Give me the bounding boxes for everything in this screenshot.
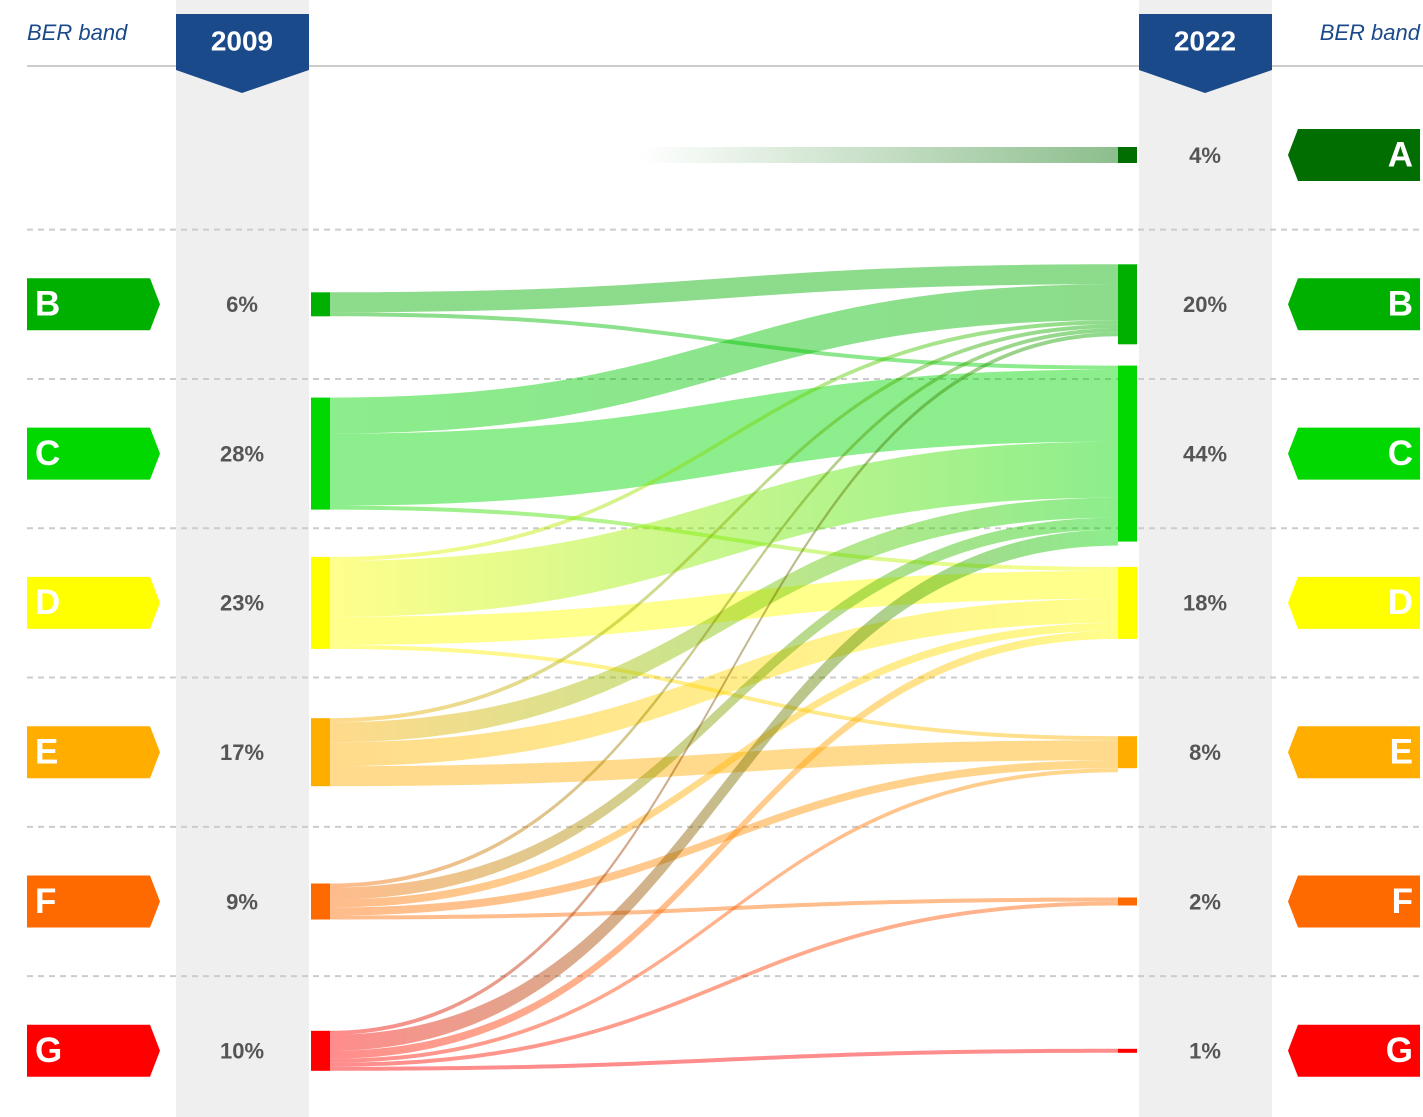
target-band: C (1388, 434, 1413, 473)
flow (330, 497, 1118, 743)
target-band-badge (1288, 726, 1420, 779)
source-share: 23% (220, 591, 264, 616)
new-inflow (640, 147, 1118, 163)
target-share: 2% (1189, 889, 1221, 914)
source-band-badge (27, 278, 160, 331)
target-node (1118, 566, 1137, 639)
source-node (311, 883, 330, 920)
target-node (1118, 897, 1137, 906)
flow (330, 517, 1118, 900)
target-band: A (1388, 135, 1413, 174)
target-share: 20% (1183, 292, 1227, 317)
source-node (311, 397, 330, 510)
target-band: D (1388, 583, 1413, 622)
flow (330, 630, 1118, 1059)
target-band-badge (1288, 875, 1420, 928)
source-share: 6% (226, 292, 258, 317)
target-node (1118, 736, 1137, 769)
source-band: G (35, 1031, 62, 1070)
source-node (311, 1030, 330, 1071)
target-year-badge (1139, 14, 1272, 93)
target-node (1118, 1048, 1137, 1053)
source-band-badge (27, 427, 160, 480)
target-band: B (1388, 285, 1413, 324)
source-band-badge (27, 1024, 160, 1077)
source-band: D (35, 583, 60, 622)
source-node (311, 718, 330, 787)
source-node (311, 292, 330, 317)
target-node (1118, 147, 1137, 163)
flow (330, 760, 1118, 916)
source-band: C (35, 434, 60, 473)
target-band: G (1386, 1031, 1413, 1070)
target-band: F (1392, 882, 1413, 921)
flow (330, 284, 1118, 434)
flow (330, 897, 1118, 920)
source-share: 28% (220, 441, 264, 466)
target-band: E (1390, 732, 1413, 771)
target-share: 4% (1189, 143, 1221, 168)
flow (330, 622, 1118, 908)
left-column (176, 0, 309, 1117)
target-node (1118, 365, 1137, 542)
flow (330, 324, 1118, 723)
source-year-badge (176, 14, 309, 93)
flow (330, 332, 1118, 1035)
right-header: BER band (1320, 20, 1421, 45)
target-share: 8% (1189, 740, 1221, 765)
source-band: F (35, 882, 56, 921)
flow (330, 328, 1118, 888)
source-band: B (35, 285, 60, 324)
flow (330, 901, 1118, 1067)
target-share: 18% (1183, 591, 1227, 616)
right-column (1139, 0, 1272, 1117)
flow (330, 441, 1118, 617)
target-band-badge (1288, 129, 1420, 181)
target-band-badge (1288, 1024, 1420, 1077)
flow (330, 1048, 1118, 1071)
source-share: 10% (220, 1039, 264, 1064)
target-year: 2022 (1174, 25, 1236, 56)
target-share: 44% (1183, 441, 1227, 466)
target-band-badge (1288, 576, 1420, 629)
target-share: 1% (1189, 1039, 1221, 1064)
flow (330, 529, 1118, 1051)
flow (330, 369, 1118, 506)
source-share: 9% (226, 889, 258, 914)
flow (330, 264, 1118, 313)
target-node (1118, 264, 1137, 345)
flow (330, 320, 1118, 561)
source-node (311, 556, 330, 649)
flow (330, 768, 1118, 1063)
source-band-badge (27, 875, 160, 928)
source-band-badge (27, 726, 160, 779)
left-header: BER band (27, 20, 128, 45)
source-band-badge (27, 576, 160, 629)
source-year: 2009 (211, 25, 273, 56)
source-share: 17% (220, 740, 264, 765)
source-band: E (35, 732, 58, 771)
target-band-badge (1288, 427, 1420, 480)
target-band-badge (1288, 278, 1420, 331)
